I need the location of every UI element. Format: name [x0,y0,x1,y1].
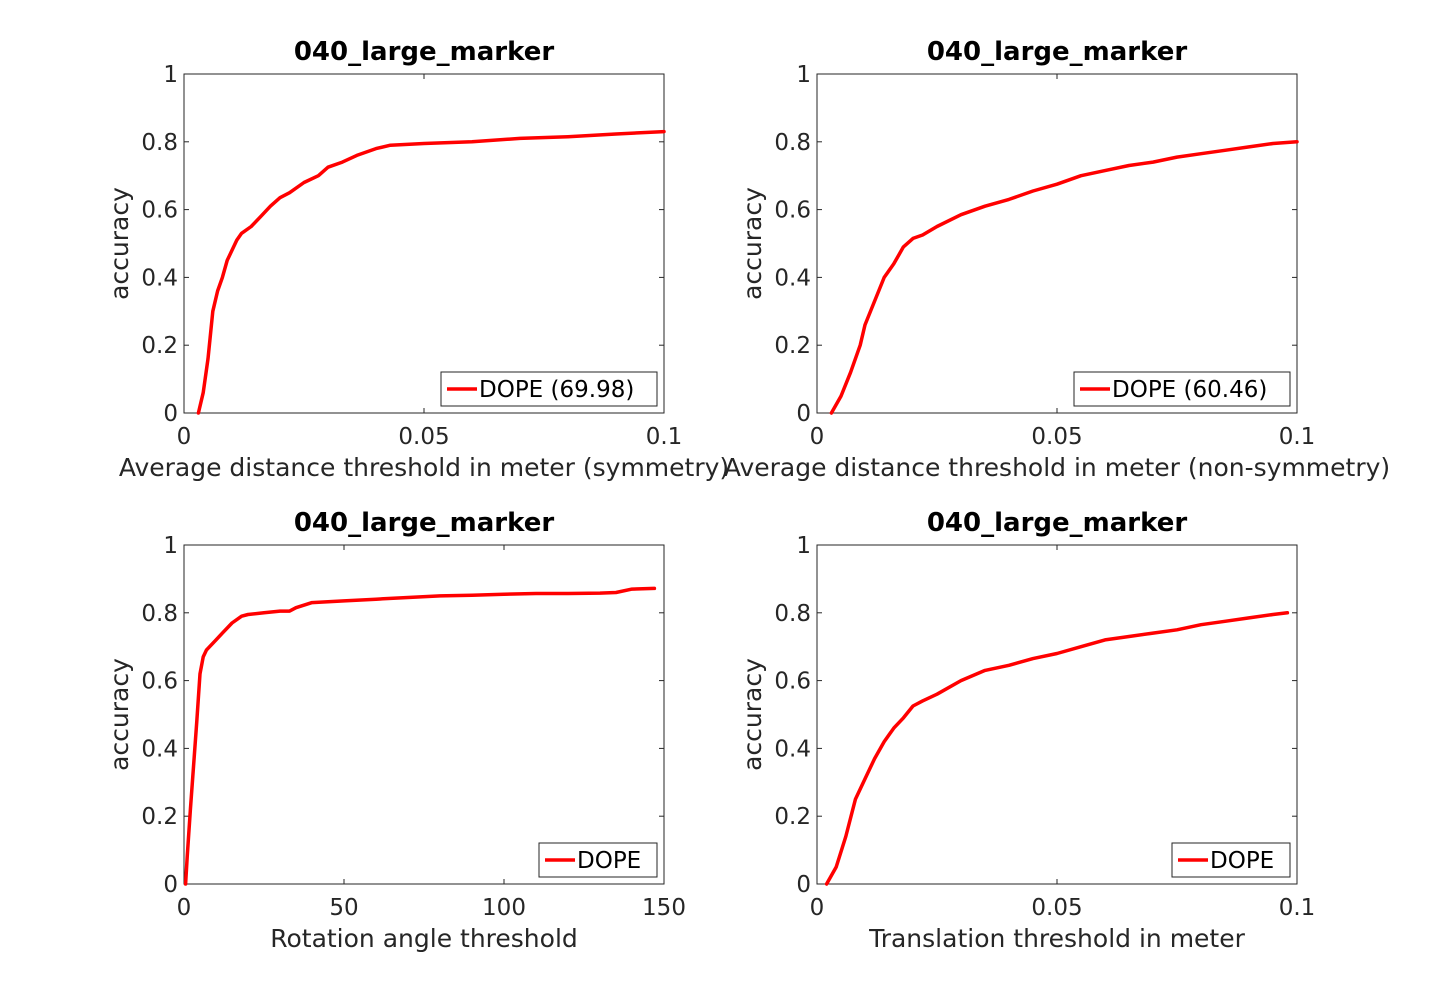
y-tick-label: 0.6 [141,198,178,224]
axes-box [816,73,1298,414]
series-line-1 [196,129,666,415]
y-tick-label: 1 [796,533,811,559]
x-tick-label: 0.05 [398,424,449,450]
x-tick-label: 50 [329,895,358,921]
x-tick-label: 100 [482,895,526,921]
y-tick-label: 0.2 [141,333,178,359]
y-tick-label: 0 [796,401,811,427]
x-axis-label: Rotation angle threshold [270,924,578,953]
y-axis-label: accuracy [105,658,134,771]
series-line-1 [183,586,657,886]
y-tick-label: 0.4 [774,736,811,762]
plot-4: 0 0.05 0.1 0 0.2 0.4 0.6 0.8 1 040_large_marker Tr… [738,508,1315,953]
legend-label: DOPE (60.46) [1112,377,1267,403]
y-tick-label: 0.8 [774,130,811,156]
legend-label: DOPE [577,848,641,874]
legend: DOPE [1171,842,1291,878]
x-tick-label: 0.05 [1031,895,1082,921]
y-tick-label: 0 [163,401,178,427]
chart-title: 040_large_marker [927,37,1187,67]
x-tick-label: 0 [177,895,192,921]
y-tick-label: 0.2 [774,333,811,359]
legend: DOPE (60.46) [1073,371,1291,407]
chart-title: 040_large_marker [927,508,1187,538]
y-tick-label: 0.8 [141,601,178,627]
x-axis-label: Average distance threshold in meter (non… [724,453,1390,482]
axes-box [183,73,665,414]
y-tick-label: 0.4 [774,265,811,291]
legend-box [440,371,658,407]
x-tick-label: 0.1 [1279,895,1316,921]
y-tick-label: 0.4 [141,265,178,291]
y-tick-label: 0 [163,872,178,898]
y-tick-label: 0.2 [774,804,811,830]
x-tick-label: 0 [177,424,192,450]
y-tick-label: 0.6 [774,669,811,695]
y-tick-label: 0.6 [141,669,178,695]
x-tick-label: 0 [810,895,825,921]
chart-title: 040_large_marker [294,37,554,67]
x-axis-label: Translation threshold in meter [868,924,1246,953]
y-tick-label: 0.4 [141,736,178,762]
y-axis-label: accuracy [738,658,767,771]
legend-label: DOPE [1210,848,1274,874]
y-tick-label: 0 [796,872,811,898]
x-tick-label: 0.1 [1279,424,1316,450]
y-tick-label: 0.6 [774,198,811,224]
axes-box [183,544,665,885]
plot-2: 0 0.05 0.1 0 0.2 0.4 0.6 0.8 1 040_large_marker Av… [724,37,1390,482]
plot-1: 0 0.05 0.1 0 0.2 0.4 0.6 0.8 1 040_large_marker Av… [105,37,729,482]
series-line-1 [829,140,1299,415]
y-tick-label: 1 [796,62,811,88]
x-axis-label: Average distance threshold in meter (sym… [119,453,729,482]
y-tick-label: 1 [163,533,178,559]
legend: DOPE [538,842,658,878]
y-tick-label: 0.8 [141,130,178,156]
chart-title: 040_large_marker [294,508,554,538]
legend-label: DOPE (69.98) [479,377,634,403]
x-tick-label: 150 [642,895,686,921]
x-tick-label: 0.05 [1031,424,1082,450]
y-axis-label: accuracy [105,187,134,300]
y-tick-label: 1 [163,62,178,88]
y-tick-label: 0.2 [141,804,178,830]
y-tick-label: 0.8 [774,601,811,627]
legend: DOPE (69.98) [440,371,658,407]
series-line-1 [824,611,1290,886]
plot-3: 0 50 100 150 0 0.2 0.4 0.6 0.8 1 040_large_marker R… [105,508,686,953]
axes-box [816,544,1298,885]
x-tick-label: 0.1 [646,424,683,450]
x-tick-label: 0 [810,424,825,450]
y-axis-label: accuracy [738,187,767,300]
